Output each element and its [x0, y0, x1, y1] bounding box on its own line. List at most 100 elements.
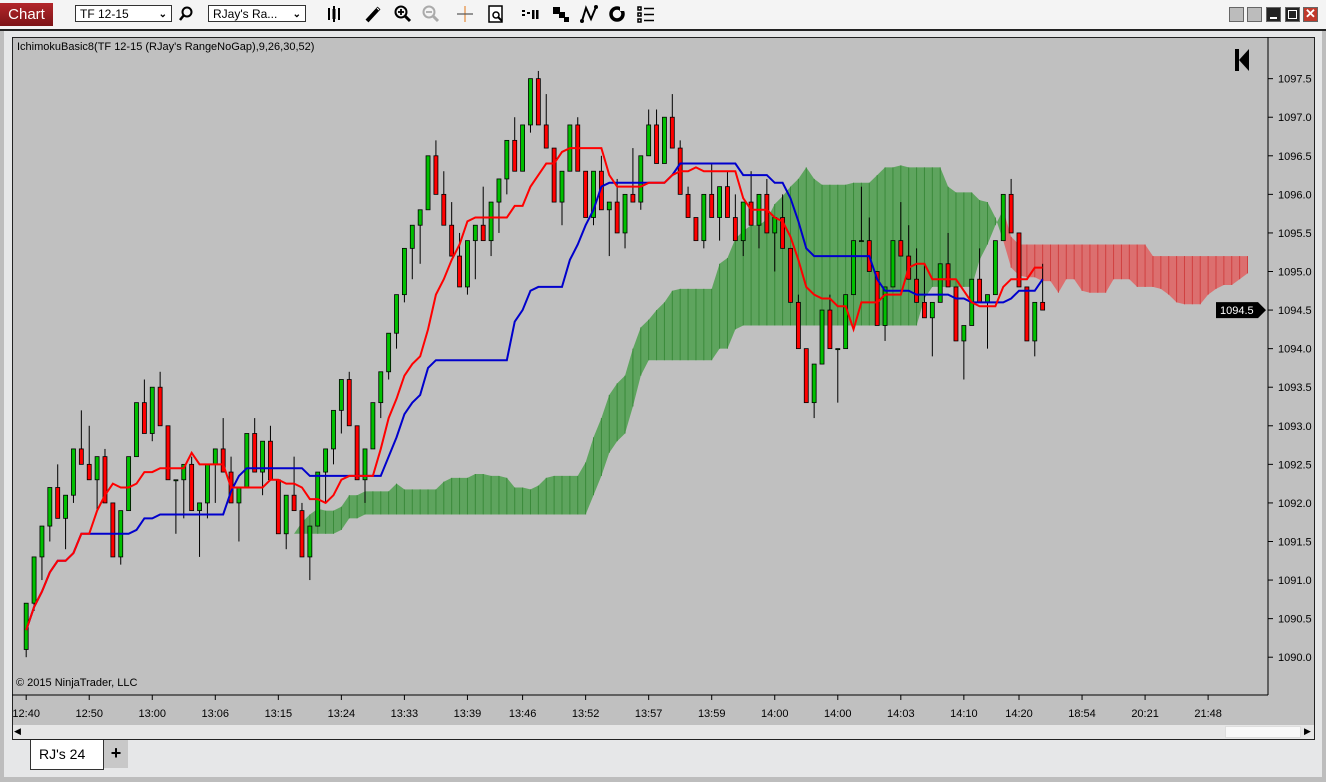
- tile-icon[interactable]: [1247, 7, 1262, 22]
- data-box-icon[interactable]: [486, 4, 506, 24]
- cloud-segment: [1121, 244, 1130, 280]
- properties-list-icon[interactable]: [636, 4, 656, 24]
- cloud-segment: [1215, 256, 1224, 289]
- candle-up: [890, 240, 896, 288]
- zoom-in-icon[interactable]: [393, 4, 413, 24]
- bar-spacing-icon[interactable]: [520, 4, 540, 24]
- scrollbar-thumb[interactable]: [1225, 726, 1301, 738]
- cloud-segment: [498, 475, 507, 515]
- cloud-segment: [955, 192, 964, 287]
- candle-up: [859, 240, 864, 243]
- candle-up: [378, 371, 384, 404]
- cloud-segment: [971, 192, 980, 287]
- pencil-icon[interactable]: [363, 4, 383, 24]
- cloud-segment: [396, 483, 405, 515]
- time-tick-label: 13:00: [138, 708, 166, 720]
- cloud-segment: [656, 302, 665, 361]
- time-tick-label: 13:33: [391, 708, 419, 720]
- cloud-segment: [491, 475, 499, 515]
- cloud-segment: [758, 219, 767, 326]
- crosshair-icon[interactable]: [455, 4, 475, 24]
- drawing-tools-icon[interactable]: [579, 4, 599, 24]
- last-price-label: 1094.5: [1220, 305, 1254, 317]
- candle-down: [275, 479, 281, 535]
- cloud-segment: [987, 202, 996, 245]
- candle-up: [394, 294, 399, 334]
- minimize-icon[interactable]: [1266, 7, 1281, 22]
- copyright-label: © 2015 NinjaTrader, LLC: [16, 677, 137, 689]
- bars-type-selector[interactable]: RJay's Ra... ⌄: [208, 5, 306, 22]
- time-tick-label: 13:06: [202, 708, 230, 720]
- candle-down: [583, 170, 589, 218]
- cloud-segment: [1160, 256, 1169, 295]
- cloud-segment: [404, 489, 413, 515]
- price-tick-label: 1091.0: [1278, 575, 1312, 587]
- candle-up: [835, 348, 841, 351]
- candle-up: [819, 309, 825, 365]
- candle-down: [803, 348, 809, 404]
- candle-up: [929, 301, 935, 319]
- candle-down: [252, 433, 258, 473]
- cloud-segment: [798, 167, 807, 326]
- bar-style-icon[interactable]: [325, 4, 345, 24]
- cloud-segment: [688, 288, 696, 361]
- search-icon[interactable]: [176, 4, 196, 24]
- close-icon[interactable]: ✕: [1303, 7, 1318, 22]
- time-tick-label: 18:54: [1068, 708, 1096, 720]
- zoom-out-icon[interactable]: [421, 4, 441, 24]
- price-tick-label: 1090.0: [1278, 652, 1312, 664]
- cloud-segment: [861, 182, 870, 326]
- tile-icon[interactable]: [1229, 7, 1244, 22]
- candle-up: [149, 386, 155, 434]
- cloud-segment: [577, 462, 586, 515]
- cloud-segment: [1176, 256, 1185, 305]
- tenkan-sen-line: [25, 147, 1043, 631]
- candle-up: [1032, 301, 1038, 342]
- chart-style-icon[interactable]: [551, 4, 571, 24]
- horizontal-scrollbar[interactable]: ◀ ▶: [13, 725, 1314, 739]
- price-tick-label: 1097.0: [1278, 112, 1312, 124]
- candle-down: [654, 124, 659, 164]
- tab-rjs-24[interactable]: RJ's 24: [30, 740, 104, 770]
- maximize-icon[interactable]: [1285, 7, 1300, 22]
- price-tick-label: 1096.5: [1278, 151, 1312, 163]
- cloud-segment: [1152, 256, 1161, 289]
- cloud-segment: [940, 167, 949, 287]
- candle-up: [409, 224, 415, 249]
- cloud-segment: [435, 481, 444, 515]
- cloud-segment: [1137, 244, 1146, 287]
- cloud-segment: [695, 288, 704, 361]
- scroll-left-icon[interactable]: ◀: [14, 726, 21, 736]
- cloud-segment: [814, 178, 823, 326]
- candle-down: [732, 217, 738, 242]
- candle-up: [63, 494, 68, 519]
- instrument-selector[interactable]: TF 12-15 ⌄: [75, 5, 172, 22]
- candle-up: [488, 201, 494, 242]
- ichimoku-cloud: [231, 165, 1249, 631]
- cloud-segment: [585, 437, 594, 515]
- add-tab-button[interactable]: +: [104, 740, 128, 768]
- cloud-segment: [601, 394, 610, 476]
- cloud-segment: [538, 477, 547, 515]
- candle-up: [985, 294, 990, 303]
- candle-up: [47, 487, 53, 527]
- cloud-segment: [357, 491, 366, 519]
- candle-up: [39, 525, 45, 558]
- cloud-segment: [1082, 244, 1090, 293]
- scroll-to-start-icon[interactable]: [1235, 49, 1249, 71]
- candle-up: [425, 155, 431, 211]
- candle-up: [283, 494, 289, 535]
- cloud-segment: [1034, 244, 1043, 282]
- scroll-right-icon[interactable]: ▶: [1304, 726, 1311, 736]
- cloud-segment: [1097, 244, 1106, 293]
- time-tick-label: 14:03: [887, 708, 915, 720]
- candle-down: [78, 448, 84, 465]
- cloud-segment: [546, 475, 555, 515]
- candle-down: [346, 379, 352, 427]
- candle-up: [772, 217, 778, 234]
- reload-icon[interactable]: [607, 4, 627, 24]
- chart-menu-button[interactable]: Chart: [0, 3, 53, 26]
- cloud-segment: [325, 510, 334, 534]
- candle-up: [331, 409, 336, 450]
